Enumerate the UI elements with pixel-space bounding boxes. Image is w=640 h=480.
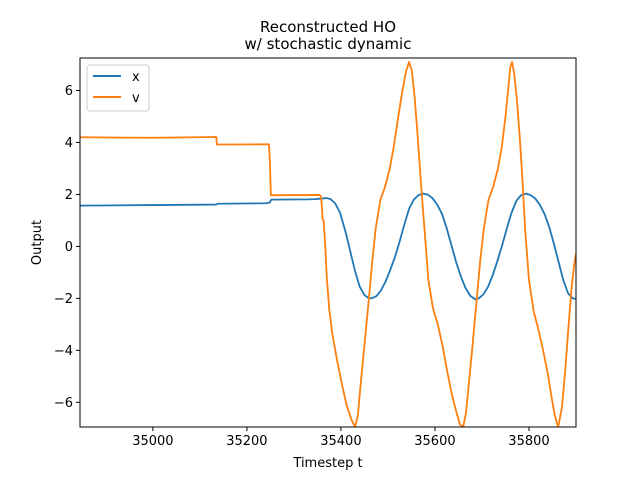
x-axis: 35000 35200 35400 35600 35800 xyxy=(132,427,550,449)
x-tick-label: 35000 xyxy=(132,434,173,449)
chart-title: Reconstructed HO xyxy=(260,18,396,36)
y-tick-label: 2 xyxy=(65,188,73,203)
y-tick-label: −6 xyxy=(54,396,73,411)
y-axis: −6 −4 −2 0 2 4 6 xyxy=(54,84,80,411)
x-tick-label: 35800 xyxy=(508,434,549,449)
legend-label-v: v xyxy=(132,91,140,106)
legend-label-x: x xyxy=(132,70,140,85)
x-axis-label: Timestep t xyxy=(292,456,362,471)
y-tick-label: 6 xyxy=(65,84,73,99)
plot-frame xyxy=(79,57,577,428)
x-tick-label: 35400 xyxy=(320,434,361,449)
y-tick-label: 4 xyxy=(65,136,73,151)
series-line-v xyxy=(80,61,576,427)
series-line-x xyxy=(80,192,576,301)
legend: x v xyxy=(86,64,150,112)
x-tick-label: 35600 xyxy=(414,434,455,449)
y-tick-label: −2 xyxy=(54,292,73,307)
x-tick-label: 35200 xyxy=(226,434,267,449)
chart-subtitle: w/ stochastic dynamic xyxy=(245,35,412,53)
y-axis-label: Output xyxy=(30,220,45,265)
y-tick-label: 0 xyxy=(65,240,73,255)
series-layer xyxy=(80,61,576,427)
y-tick-label: −4 xyxy=(54,344,73,359)
